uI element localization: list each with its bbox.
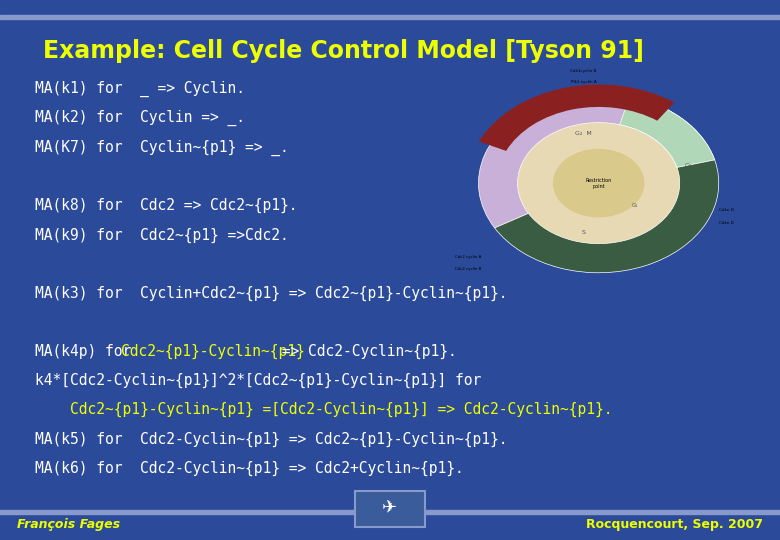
Bar	[0, 510, 780, 514]
Text: François Fages: François Fages	[17, 518, 120, 531]
Text: Cdkn D: Cdkn D	[719, 221, 734, 226]
Circle shape	[518, 123, 679, 244]
Wedge shape	[495, 160, 718, 273]
Text: Cdc2~{p1}-Cyclin~{p1} =[Cdc2-Cyclin~{p1}] => Cdc2-Cyclin~{p1}.: Cdc2~{p1}-Cyclin~{p1} =[Cdc2-Cyclin~{p1}…	[35, 402, 612, 417]
Text: MA(k9) for  Cdc2~{p1} =>Cdc2.: MA(k9) for Cdc2~{p1} =>Cdc2.	[35, 227, 289, 242]
Text: MA(k5) for  Cdc2-Cyclin~{p1} => Cdc2~{p1}-Cyclin~{p1}.: MA(k5) for Cdc2-Cyclin~{p1} => Cdc2~{p1}…	[35, 431, 508, 447]
Text: Cdc2 cyclin B: Cdc2 cyclin B	[455, 267, 480, 271]
Circle shape	[554, 150, 644, 217]
Text: MA(k4p) for: MA(k4p) for	[35, 344, 140, 359]
Text: S: S	[582, 230, 586, 235]
Text: => Cdc2-Cyclin~{p1}.: => Cdc2-Cyclin~{p1}.	[273, 344, 456, 359]
Bar	[0, 15, 780, 19]
Text: Plk1 cyclin A: Plk1 cyclin A	[571, 80, 597, 84]
Text: MA(k1) for  _ => Cyclin.: MA(k1) for _ => Cyclin.	[35, 81, 245, 97]
Text: Cdkn D: Cdkn D	[719, 208, 734, 212]
Text: G₂  M: G₂ M	[576, 131, 592, 136]
Wedge shape	[619, 97, 714, 167]
Text: Cdc2~{p1}-Cyclin~{p1}: Cdc2~{p1}-Cyclin~{p1}	[122, 344, 305, 359]
Text: Example: Cell Cycle Control Model [Tyson 91]: Example: Cell Cycle Control Model [Tyson…	[43, 39, 643, 63]
Text: MA(k2) for  Cyclin => _.: MA(k2) for Cyclin => _.	[35, 110, 245, 126]
Text: Restriction
point: Restriction point	[586, 178, 612, 188]
Text: G₁: G₁	[632, 203, 638, 208]
Wedge shape	[479, 85, 675, 151]
Text: k4*[Cdc2-Cyclin~{p1}]^2*[Cdc2~{p1}-Cyclin~{p1}] for: k4*[Cdc2-Cyclin~{p1}]^2*[Cdc2~{p1}-Cycli…	[35, 373, 481, 388]
Text: MA(k6) for  Cdc2-Cyclin~{p1} => Cdc2+Cyclin~{p1}.: MA(k6) for Cdc2-Cyclin~{p1} => Cdc2+Cycl…	[35, 461, 464, 476]
Text: G₀: G₀	[685, 163, 693, 168]
Text: Cdc2 cyclin A: Cdc2 cyclin A	[455, 255, 480, 259]
Wedge shape	[479, 93, 714, 228]
Text: ✈: ✈	[382, 500, 398, 518]
Text: Cdk1cyclin B: Cdk1cyclin B	[570, 69, 597, 73]
Text: MA(k8) for  Cdc2 => Cdc2~{p1}.: MA(k8) for Cdc2 => Cdc2~{p1}.	[35, 198, 298, 213]
Text: MA(K7) for  Cyclin~{p1} => _.: MA(K7) for Cyclin~{p1} => _.	[35, 139, 289, 156]
Text: MA(k3) for  Cyclin+Cdc2~{p1} => Cdc2~{p1}-Cyclin~{p1}.: MA(k3) for Cyclin+Cdc2~{p1} => Cdc2~{p1}…	[35, 286, 508, 301]
FancyBboxPatch shape	[354, 491, 426, 527]
Text: Rocquencourt, Sep. 2007: Rocquencourt, Sep. 2007	[586, 518, 763, 531]
